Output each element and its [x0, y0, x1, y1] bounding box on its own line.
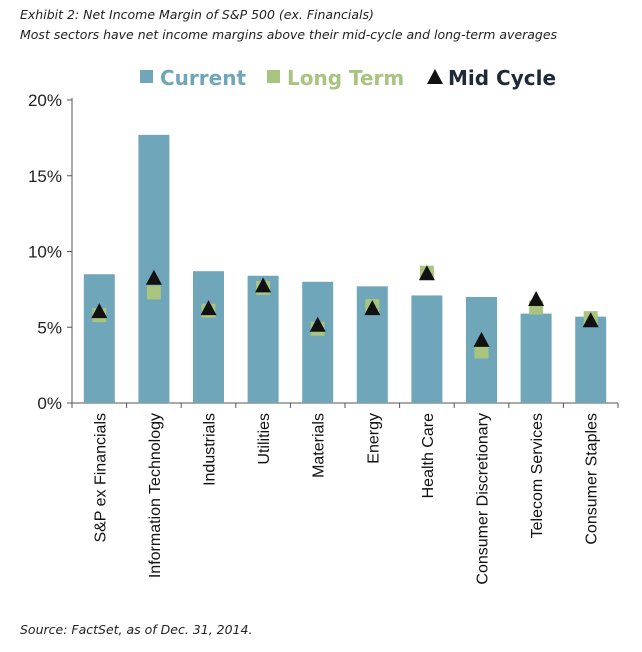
chart-title: Exhibit 2: Net Income Margin of S&P 500 …: [20, 7, 374, 22]
x-axis-labels: S&P ex Financials Information Technology I…: [92, 413, 600, 585]
x-category-label: Utilities: [256, 413, 273, 465]
legend-label: Long Term: [287, 66, 404, 90]
x-category-label: Energy: [365, 413, 382, 464]
legend-swatch-mid-cycle: [427, 69, 443, 84]
x-category-label: S&P ex Financials: [92, 413, 109, 543]
marker-mid-cycle: [200, 300, 217, 316]
bar-current: [302, 281, 334, 403]
x-category-label: Telecom Services: [529, 413, 546, 538]
source-note: Source: FactSet, as of Dec. 31, 2014.: [20, 622, 253, 637]
bar-current: [575, 316, 607, 403]
x-category-label: Materials: [311, 413, 328, 478]
legend-swatch-current: [140, 70, 153, 83]
legend-label: Mid Cycle: [448, 66, 556, 90]
bar-current: [520, 313, 552, 403]
bar-current: [138, 134, 170, 403]
y-tick-label: 15%: [28, 167, 62, 186]
x-category-label: Industrials: [202, 413, 219, 486]
bar-current: [411, 295, 443, 403]
y-tick-label: 20%: [28, 91, 62, 110]
bars: [83, 134, 607, 403]
marker-mid-cycle: [145, 269, 162, 285]
chart-subtitle: Most sectors have net income margins abo…: [20, 27, 558, 42]
marker-mid-cycle: [364, 300, 381, 316]
marker-mid-cycle: [582, 312, 599, 328]
marker-mid-cycle: [255, 277, 272, 293]
legend: Current Long Term Mid Cycle: [140, 66, 556, 90]
marker-mid-cycle: [309, 316, 326, 332]
x-category-label: Consumer Staples: [584, 413, 601, 545]
marker-mid-cycle: [528, 290, 545, 306]
y-tick-label: 5%: [37, 318, 62, 337]
x-category-label: Health Care: [420, 413, 437, 498]
chart: Current Long Term Mid Cycle 0%5%10%15%20% …: [28, 66, 619, 585]
bar-current: [247, 275, 279, 403]
x-category-label: Information Technology: [147, 413, 164, 578]
marker-long-term: [474, 344, 489, 359]
legend-label: Current: [160, 66, 246, 90]
y-tick-label: 0%: [37, 394, 62, 413]
markers: [91, 265, 599, 359]
marker-mid-cycle: [473, 331, 490, 347]
y-tick-label: 10%: [28, 243, 62, 262]
bar-current: [83, 274, 115, 403]
x-category-label: Consumer Discretionary: [475, 413, 492, 585]
bar-current: [193, 271, 224, 403]
marker-long-term: [146, 285, 161, 300]
marker-mid-cycle: [418, 265, 435, 281]
marker-mid-cycle: [91, 303, 108, 319]
legend-swatch-long-term: [267, 70, 280, 83]
